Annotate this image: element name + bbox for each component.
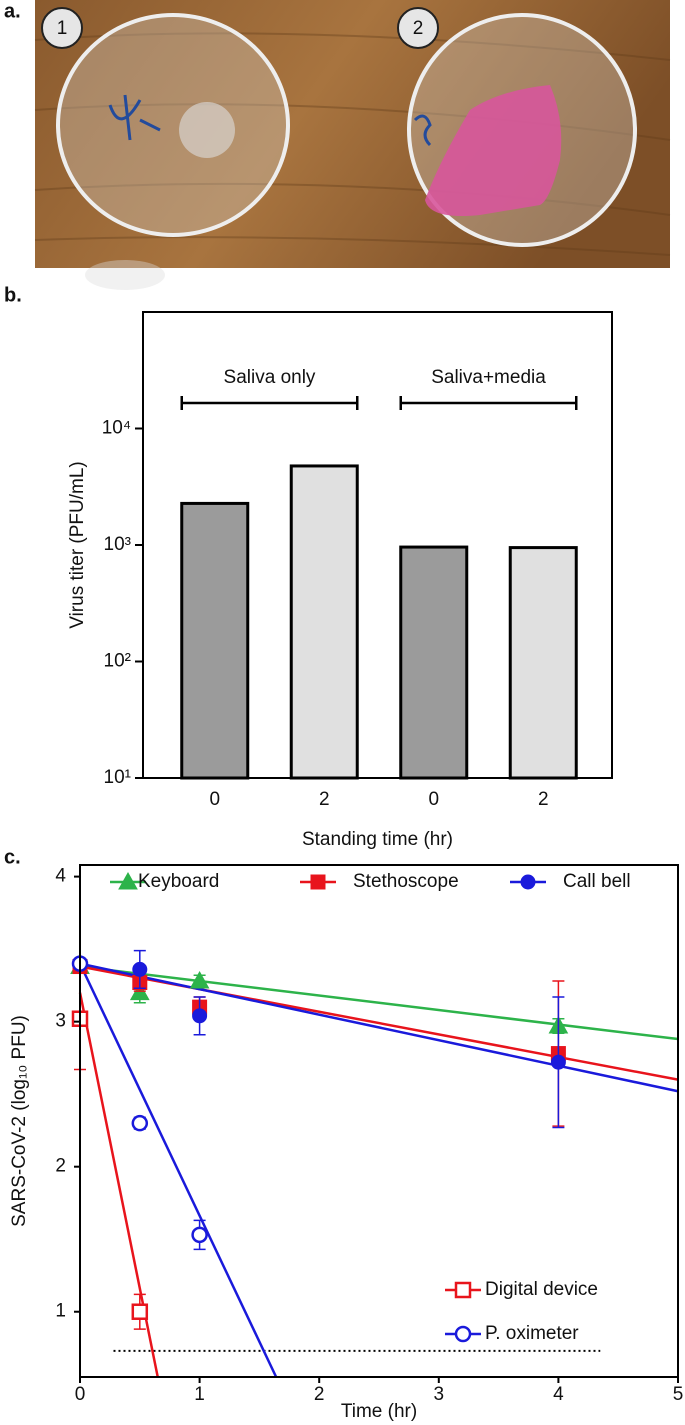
legend-label: P. oximeter xyxy=(485,1323,579,1344)
pink-media xyxy=(425,85,562,216)
marker xyxy=(454,1325,472,1343)
marker xyxy=(550,1054,566,1070)
x-tick-label: 1 xyxy=(194,1384,205,1405)
x-tick-label: 2 xyxy=(314,1384,325,1405)
plot-frame xyxy=(142,311,613,779)
marker xyxy=(454,1281,472,1299)
x-tick-label: 0 xyxy=(75,1384,86,1405)
group-bracket xyxy=(180,396,359,410)
legend-label: Call bell xyxy=(563,871,631,892)
y-tick-label: 1 xyxy=(55,1301,66,1322)
x-tick-label: 2 xyxy=(538,789,549,810)
bar xyxy=(180,501,250,780)
y-tick-label: 3 xyxy=(55,1011,66,1032)
legend-label: Keyboard xyxy=(138,871,219,892)
petri-dish xyxy=(56,13,290,237)
y-tick-label: 10¹ xyxy=(104,767,131,788)
marker xyxy=(189,971,210,989)
marker xyxy=(132,961,148,977)
plot-frame xyxy=(79,864,679,1378)
marker xyxy=(520,874,536,890)
y-tick-label: 4 xyxy=(55,866,66,887)
y-axis-label: Virus titer (PFU/mL) xyxy=(67,461,88,629)
x-tick-label: 5 xyxy=(673,1384,684,1405)
x-tick-label: 0 xyxy=(209,789,220,810)
x-tick-label: 3 xyxy=(434,1384,445,1405)
dish-badge xyxy=(397,7,439,49)
fit-line xyxy=(79,962,679,1093)
panel-label: c. xyxy=(4,846,21,868)
marker xyxy=(131,1114,149,1132)
group-label: Saliva only xyxy=(224,367,316,388)
legend-label: Digital device xyxy=(485,1279,598,1300)
fit-line xyxy=(79,965,679,1041)
bar xyxy=(289,464,359,780)
group-bracket xyxy=(399,396,578,410)
x-tick-label: 0 xyxy=(428,789,439,810)
x-axis-label: Standing time (hr) xyxy=(302,829,453,850)
dish-label: 1 xyxy=(57,18,68,39)
fit-line xyxy=(78,963,278,1378)
y-axis-label: SARS-CoV-2 (log₁₀ PFU) xyxy=(9,1015,30,1227)
photo: 1 2 xyxy=(34,0,671,290)
wood-background xyxy=(35,0,670,268)
marker xyxy=(191,1226,208,1244)
y-tick-label: 10² xyxy=(104,651,131,672)
panel-label: a. xyxy=(4,0,21,22)
bar xyxy=(508,546,578,780)
dish-label: 2 xyxy=(413,18,424,39)
bar xyxy=(399,545,469,780)
y-tick-label: 10⁴ xyxy=(102,418,131,439)
legend-label: Stethoscope xyxy=(353,871,459,892)
x-tick-label: 4 xyxy=(553,1384,564,1405)
group-label: Saliva+media xyxy=(431,367,546,388)
marker xyxy=(131,1303,149,1320)
dish-badge xyxy=(41,7,83,49)
y-tick-label: 10³ xyxy=(104,534,131,555)
plot-area xyxy=(70,949,679,1378)
sample-spot xyxy=(179,102,235,158)
panel-label: b. xyxy=(4,284,22,306)
marker xyxy=(118,871,138,890)
marker xyxy=(192,1008,208,1024)
y-tick-label: 2 xyxy=(55,1156,66,1177)
x-tick-label: 2 xyxy=(319,789,330,810)
x-axis-label: Time (hr) xyxy=(341,1401,417,1422)
marker xyxy=(310,874,326,890)
